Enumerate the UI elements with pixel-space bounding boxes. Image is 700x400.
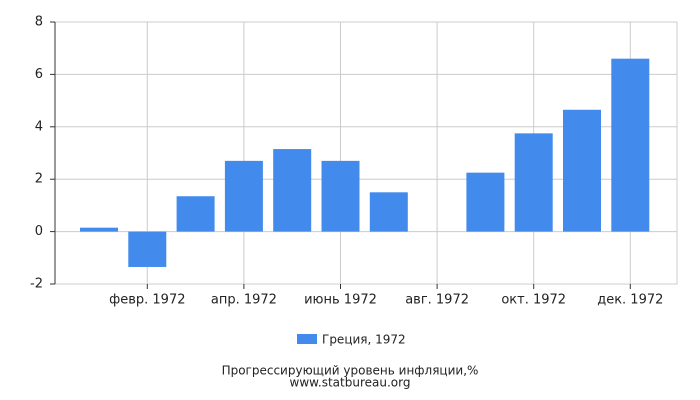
x-tick-label: июнь 1972 xyxy=(304,293,377,308)
y-tick-label: 6 xyxy=(35,67,43,82)
x-tick-label: авг. 1972 xyxy=(405,293,469,308)
chart-subtitle: www.statbureau.org xyxy=(290,376,411,390)
y-tick-label: -2 xyxy=(30,277,43,292)
y-tick-label: 2 xyxy=(35,172,43,187)
bar xyxy=(563,109,601,232)
bar xyxy=(80,227,118,232)
legend-label: Греция, 1972 xyxy=(322,333,406,347)
bar xyxy=(128,231,167,267)
y-tick-label: 8 xyxy=(35,15,43,30)
chart-title: Прогрессирующий уровень инфляции,% xyxy=(222,364,479,378)
bar xyxy=(321,160,360,232)
x-tick-label: окт. 1972 xyxy=(501,293,566,308)
bar xyxy=(176,196,215,232)
bar xyxy=(514,133,553,232)
bar xyxy=(224,160,263,232)
bar xyxy=(273,149,312,232)
bar xyxy=(611,58,650,232)
bar xyxy=(466,172,505,232)
x-tick-label: февр. 1972 xyxy=(109,293,185,308)
x-tick-label: дек. 1972 xyxy=(597,293,663,308)
bar xyxy=(369,192,408,232)
x-tick-label: апр. 1972 xyxy=(211,293,277,308)
y-tick-label: 0 xyxy=(35,224,43,239)
y-tick-label: 4 xyxy=(35,119,43,134)
legend-swatch xyxy=(297,334,317,344)
